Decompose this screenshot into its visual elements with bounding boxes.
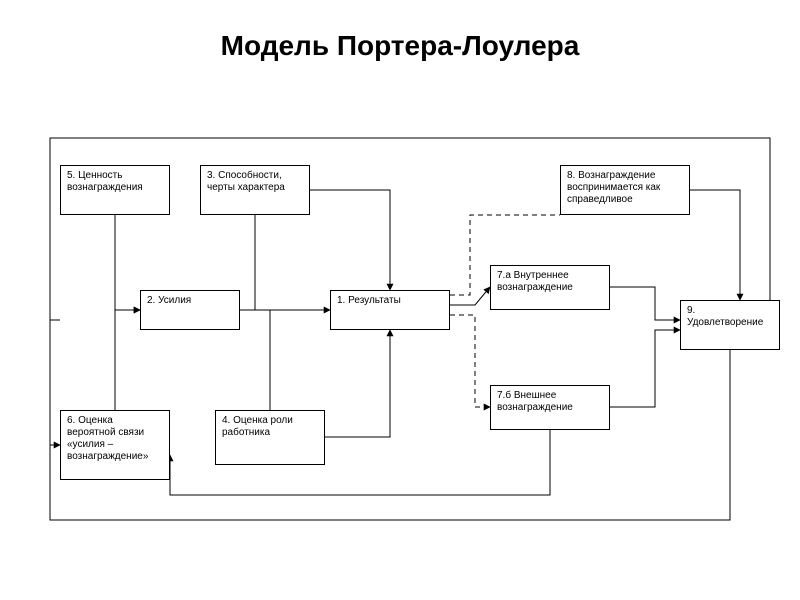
node-n3: 3. Способности, черты характера [200,165,310,215]
edge-e4-1 [325,330,390,437]
node-n9: 9. Удовлетворение [680,300,780,350]
edge-e1-7b [450,315,490,407]
edge-e3-1 [310,190,390,290]
edge-e8-9 [690,190,740,300]
node-n6: 6. Оценка вероятной связи «усилия – возн… [60,410,170,480]
node-n2: 2. Усилия [140,290,240,330]
diagram-title: Модель Портера-Лоулера [0,30,800,62]
node-n8: 8. Вознаграждение воспринимается как спр… [560,165,690,215]
edge-e6-2 [115,310,140,410]
edge-e7b-9 [610,330,680,407]
node-n4: 4. Оценка роли работника [215,410,325,465]
diagram-canvas: Модель Портера-Лоулера 5. Ценность возна… [0,0,800,600]
node-n1: 1. Результаты [330,290,450,330]
edge-e5-2 [115,215,140,310]
node-n7b: 7.б Внешнее вознаграждение [490,385,610,430]
node-n5: 5. Ценность вознаграждения [60,165,170,215]
edge-e1-7a [450,287,490,305]
node-n7a: 7.а Внутреннее вознаграждение [490,265,610,310]
edge-e7a-9 [610,287,680,320]
